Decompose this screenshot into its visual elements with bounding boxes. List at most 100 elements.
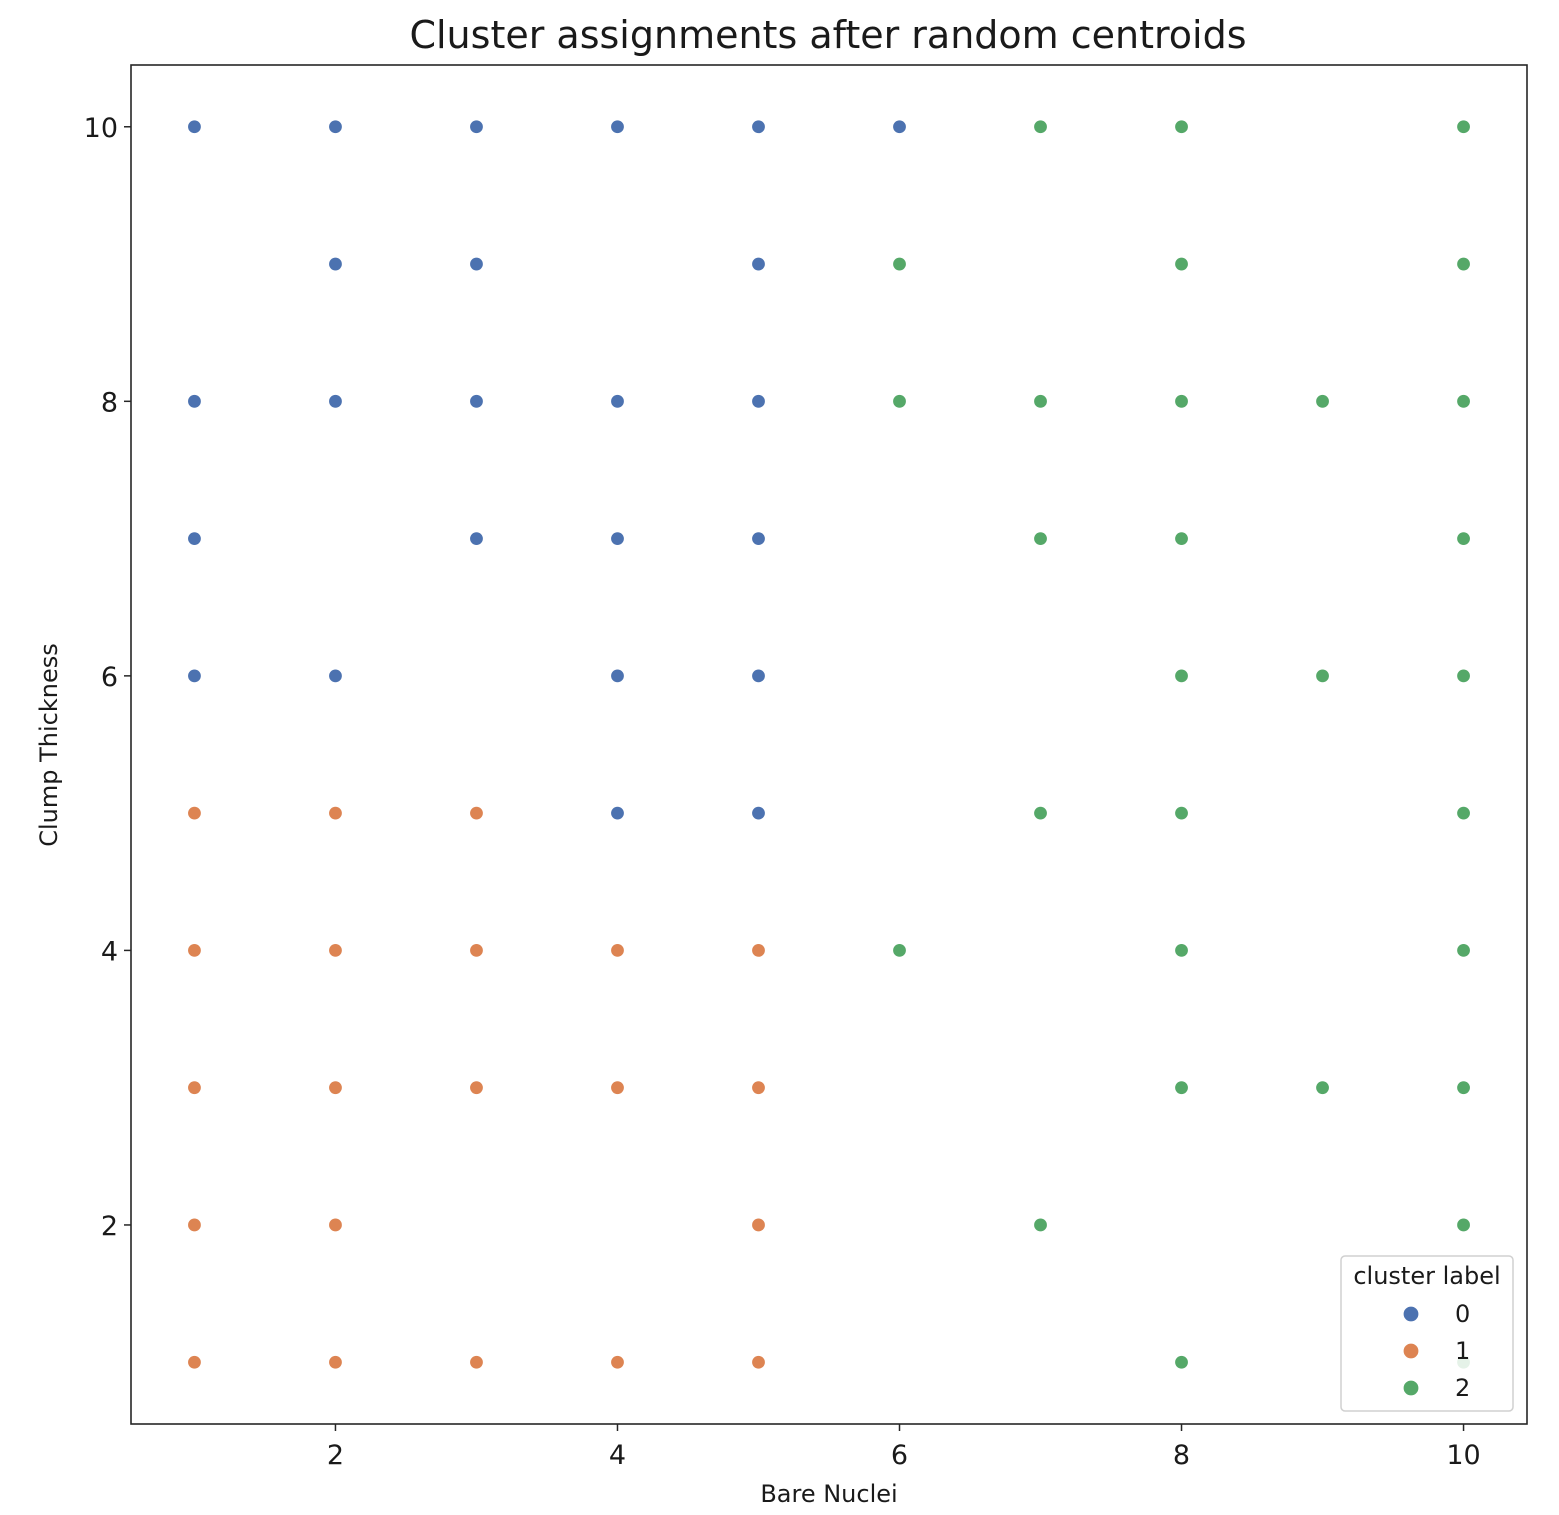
data-point-cluster-2 (1455, 668, 1472, 684)
data-point-cluster-2 (1455, 530, 1472, 547)
data-point-cluster-2 (1455, 393, 1472, 409)
data-point-cluster-0 (327, 256, 344, 272)
legend-marker-2 (1402, 1379, 1420, 1397)
data-point-cluster-0 (468, 119, 485, 135)
legend-entries: 0 1 2 (1402, 1300, 1470, 1402)
y-tick-label: 8 (101, 387, 118, 418)
data-point-cluster-2 (1314, 393, 1331, 409)
x-tick-label: 4 (609, 1440, 626, 1471)
data-point-cluster-0 (327, 668, 344, 684)
data-point-cluster-1 (327, 1217, 344, 1233)
data-point-cluster-2 (1173, 393, 1190, 409)
data-point-cluster-1 (186, 1354, 203, 1370)
data-point-cluster-2 (1173, 256, 1190, 272)
data-point-cluster-2 (1455, 805, 1472, 821)
data-point-cluster-1 (327, 805, 344, 821)
y-axis-label: Clump Thickness (35, 643, 63, 847)
data-point-cluster-2 (1173, 530, 1190, 547)
data-point-cluster-2 (1455, 256, 1472, 272)
data-point-cluster-0 (468, 256, 485, 272)
x-tick-label: 6 (891, 1440, 908, 1471)
legend: cluster label 0 1 2 (1340, 1255, 1514, 1412)
points-layer (186, 119, 1472, 1370)
data-point-cluster-2 (1173, 119, 1190, 135)
data-point-cluster-2 (891, 942, 908, 959)
data-point-cluster-0 (186, 530, 203, 547)
data-point-cluster-2 (891, 256, 908, 272)
data-point-cluster-1 (327, 942, 344, 959)
data-point-cluster-1 (468, 1080, 485, 1096)
chart-title: Cluster assignments after random centroi… (409, 13, 1246, 57)
data-point-cluster-1 (186, 1217, 203, 1233)
data-point-cluster-2 (1314, 1080, 1331, 1096)
data-point-cluster-2 (1314, 668, 1331, 684)
x-axis-label: Bare Nuclei (760, 1480, 897, 1508)
data-point-cluster-1 (609, 1080, 626, 1096)
data-point-cluster-0 (750, 393, 767, 409)
y-tick-label: 6 (101, 662, 118, 693)
data-point-cluster-0 (609, 805, 626, 821)
plot-frame (130, 64, 1528, 1425)
data-point-cluster-1 (186, 805, 203, 821)
data-point-cluster-1 (609, 1354, 626, 1370)
data-point-cluster-1 (327, 1354, 344, 1370)
data-point-cluster-2 (1173, 668, 1190, 684)
data-point-cluster-1 (750, 1354, 767, 1370)
data-point-cluster-2 (1032, 393, 1049, 409)
legend-label-1: 1 (1455, 1337, 1470, 1365)
data-point-cluster-2 (1032, 530, 1049, 547)
legend-marker-1 (1402, 1342, 1420, 1360)
y-tick-label: 4 (101, 936, 118, 967)
data-point-cluster-0 (609, 668, 626, 684)
data-point-cluster-2 (1032, 119, 1049, 135)
x-tick-label: 8 (1173, 1440, 1190, 1471)
data-point-cluster-2 (1455, 1217, 1472, 1233)
legend-label-0: 0 (1455, 1300, 1470, 1328)
data-point-cluster-0 (609, 119, 626, 135)
y-axis-ticks: 2 4 6 8 10 (84, 113, 131, 1242)
data-point-cluster-2 (1455, 1080, 1472, 1096)
legend-label-2: 2 (1455, 1374, 1470, 1402)
data-point-cluster-2 (1455, 942, 1472, 959)
data-point-cluster-0 (468, 530, 485, 547)
y-tick-label: 2 (101, 1211, 118, 1242)
data-point-cluster-0 (750, 805, 767, 821)
data-point-cluster-1 (468, 1354, 485, 1370)
legend-marker-0 (1402, 1305, 1420, 1323)
y-tick-label: 10 (84, 113, 118, 144)
data-point-cluster-0 (186, 119, 203, 135)
data-point-cluster-2 (1032, 1217, 1049, 1233)
data-point-cluster-0 (186, 668, 203, 684)
data-point-cluster-2 (1173, 1080, 1190, 1096)
data-point-cluster-2 (1173, 942, 1190, 959)
data-point-cluster-0 (750, 530, 767, 547)
data-point-cluster-1 (186, 942, 203, 959)
x-axis-ticks: 2 4 6 8 10 (327, 1424, 1481, 1471)
data-point-cluster-1 (609, 942, 626, 959)
data-point-cluster-0 (327, 119, 344, 135)
legend-box (1340, 1255, 1514, 1412)
data-point-cluster-0 (609, 393, 626, 409)
data-point-cluster-1 (750, 942, 767, 959)
data-point-cluster-0 (327, 393, 344, 409)
data-point-cluster-1 (750, 1217, 767, 1233)
data-point-cluster-0 (468, 393, 485, 409)
data-point-cluster-1 (468, 805, 485, 821)
data-point-cluster-2 (1455, 119, 1472, 135)
data-point-cluster-1 (186, 1080, 203, 1096)
data-point-cluster-2 (1173, 1354, 1190, 1370)
data-point-cluster-0 (750, 668, 767, 684)
data-point-cluster-0 (609, 530, 626, 547)
data-point-cluster-2 (1032, 805, 1049, 821)
data-point-cluster-2 (891, 393, 908, 409)
x-tick-label: 2 (327, 1440, 344, 1471)
data-point-cluster-0 (750, 119, 767, 135)
data-point-cluster-2 (1173, 805, 1190, 821)
data-point-cluster-0 (186, 393, 203, 409)
data-point-cluster-0 (750, 256, 767, 272)
data-point-cluster-1 (468, 942, 485, 959)
data-point-cluster-1 (750, 1080, 767, 1096)
legend-title: cluster label (1353, 1262, 1500, 1290)
data-point-cluster-0 (891, 119, 908, 135)
